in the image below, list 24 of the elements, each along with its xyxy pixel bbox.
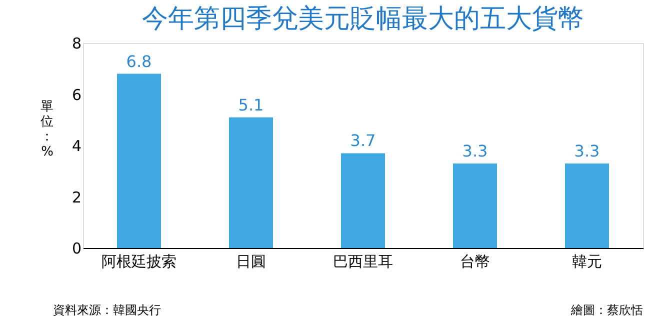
data-label: 3.3 — [462, 141, 488, 160]
bar — [565, 163, 609, 248]
bar — [453, 163, 497, 248]
data-label: 6.8 — [126, 52, 152, 71]
y-tick-label: 2 — [72, 188, 82, 206]
text: 繪圖：蔡欣恬 — [570, 303, 643, 317]
data-label: 5.1 — [238, 95, 264, 114]
y-tick-label: 8 — [72, 34, 82, 52]
bar — [341, 153, 385, 248]
chart-title: 今年第四季兌美元貶幅最大的五大貨幣 — [142, 4, 584, 34]
x-tick-label: 阿根廷披索 — [102, 252, 176, 270]
bar — [229, 117, 273, 248]
x-tick-label: 韓元 — [572, 252, 602, 270]
y-tick-label: 6 — [72, 86, 82, 104]
y-tick-label: 0 — [72, 240, 82, 258]
data-label: 3.7 — [350, 131, 376, 150]
y-tick-label: 4 — [72, 137, 82, 155]
bar — [117, 74, 161, 248]
x-tick-label: 日圓 — [236, 252, 266, 270]
y-axis-title: 單位：% — [40, 100, 54, 160]
x-tick-label: 巴西里耳 — [333, 252, 393, 270]
data-label: 3.3 — [574, 141, 600, 160]
x-tick-label: 台幣 — [460, 252, 490, 270]
source-note: 資料來源：韓國央行 — [53, 303, 161, 317]
